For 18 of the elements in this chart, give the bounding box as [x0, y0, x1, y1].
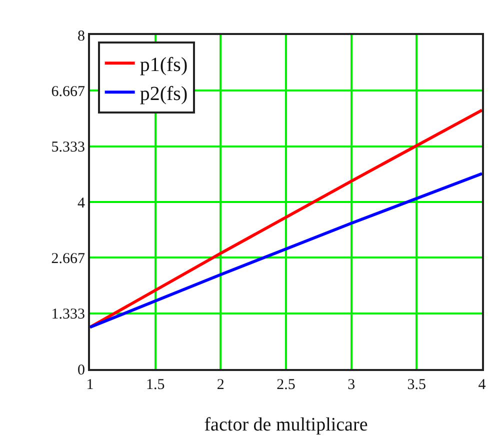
line-series — [90, 172, 482, 329]
y-tick-label: 4 — [78, 195, 86, 212]
y-tick-label: 5.333 — [51, 140, 85, 156]
x-tick-label: 3.5 — [407, 377, 426, 393]
x-tick-label: 2 — [216, 377, 224, 393]
y-tick-label: 2.667 — [51, 250, 86, 267]
x-tick-label: 1.5 — [146, 377, 165, 393]
legend-label: p2(fs) — [140, 82, 188, 105]
y-tick-label: 8 — [78, 28, 85, 44]
y-tick-label: 6.667 — [51, 84, 86, 100]
x-tick-label: 1 — [86, 377, 94, 393]
legend-label: p1(fs) — [140, 54, 188, 76]
y-tick-label: 1.333 — [51, 306, 85, 323]
x-tick-label: 2.5 — [276, 377, 296, 393]
x-tick-label: 3 — [348, 377, 356, 393]
x-tick-label: 4 — [478, 377, 486, 393]
x-axis-title: factor de multiplicare — [204, 414, 368, 436]
y-tick-label: 0 — [78, 362, 85, 378]
